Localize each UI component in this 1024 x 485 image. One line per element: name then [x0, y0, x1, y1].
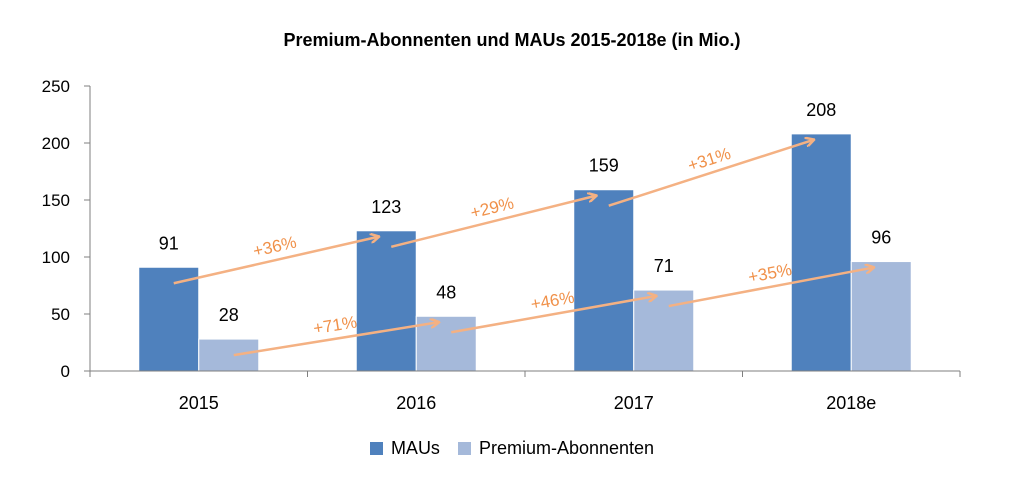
growth-label: +46%	[529, 288, 576, 314]
data-label: 91	[159, 233, 179, 253]
data-label: 159	[589, 156, 619, 176]
bar-maus-2015	[138, 266, 200, 372]
bar-premium-abonnenten-2015	[198, 338, 260, 372]
bar-maus-2016	[355, 230, 417, 372]
legend-swatch-premium	[457, 442, 471, 455]
chart-title: Premium-Abonnenten und MAUs 2015-2018e (…	[283, 30, 741, 50]
growth-label: +71%	[312, 312, 358, 338]
growth-arrow	[173, 237, 379, 285]
growth-arrow	[668, 268, 874, 308]
data-label: 96	[871, 228, 891, 248]
bars-layer: 91 123 159 208 28 48 71 96	[138, 100, 912, 372]
data-label: 28	[219, 305, 239, 325]
data-label: 48	[436, 282, 456, 302]
legend: MAUs Premium-Abonnenten	[0, 438, 1024, 459]
legend-label-premium: Premium-Abonnenten	[478, 438, 655, 458]
bar-maus-2017	[573, 189, 635, 372]
legend-item-maus: MAUs	[369, 438, 440, 459]
legend-label-maus: MAUs	[390, 438, 440, 458]
y-tick-label: 100	[42, 248, 70, 267]
x-tick-label: 2015	[179, 393, 219, 413]
bar-premium-abonnenten-2018e	[850, 261, 912, 372]
axis-layer: 0 50 100 150 200 250 2015 2016 2017 2018e	[42, 77, 961, 413]
growth-arrow	[451, 296, 656, 334]
growth-label: +31%	[685, 144, 733, 176]
x-tick-label: 2018e	[826, 393, 876, 413]
legend-item-premium: Premium-Abonnenten	[457, 438, 655, 459]
growth-arrow	[608, 140, 814, 207]
legend-swatch-maus	[369, 442, 383, 455]
data-label: 123	[371, 197, 401, 217]
y-tick-label: 200	[42, 134, 70, 153]
y-tick-label: 0	[61, 362, 70, 381]
y-tick-label: 150	[42, 191, 70, 210]
data-label: 71	[654, 256, 674, 276]
y-tick-label: 250	[42, 77, 70, 96]
x-tick-label: 2016	[396, 393, 436, 413]
bar-maus-2018e	[790, 133, 852, 372]
data-label: 208	[806, 100, 836, 120]
growth-arrow	[390, 196, 596, 248]
y-tick-label: 50	[51, 305, 70, 324]
growth-arrow	[233, 322, 439, 357]
x-tick-label: 2017	[614, 393, 654, 413]
annotation-layer: +36%+29%+31%+71%+46%+35%	[173, 140, 874, 357]
